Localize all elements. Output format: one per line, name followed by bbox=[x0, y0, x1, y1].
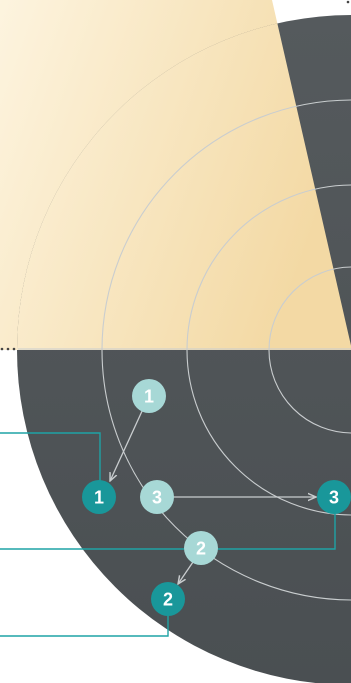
top-dot bbox=[346, 0, 350, 4]
marker-1-light: 1 bbox=[132, 379, 166, 413]
dot bbox=[6, 347, 10, 351]
ring-middle bbox=[186, 184, 351, 516]
leader-line-2 bbox=[0, 612, 169, 637]
marker-3-dark-label: 3 bbox=[329, 488, 339, 508]
ring-outer bbox=[101, 99, 351, 601]
leader-lines bbox=[0, 432, 336, 637]
marker-3-light-label: 3 bbox=[152, 488, 162, 508]
marker-1-dark-label: 1 bbox=[94, 488, 104, 508]
leader-line-3 bbox=[0, 508, 336, 550]
marker-1-dark: 1 bbox=[82, 480, 116, 514]
left-dots bbox=[0, 347, 16, 351]
marker-3-dark: 3 bbox=[317, 480, 351, 514]
marker-2-light: 2 bbox=[184, 531, 218, 565]
marker-1-light-label: 1 bbox=[144, 387, 154, 407]
marker-3-light: 3 bbox=[140, 480, 174, 514]
dot bbox=[12, 347, 16, 351]
arrow-2 bbox=[178, 561, 194, 584]
movement-arrows bbox=[110, 408, 316, 584]
arrow-1 bbox=[110, 408, 144, 481]
dot bbox=[0, 347, 4, 351]
marker-2-light-label: 2 bbox=[196, 539, 206, 559]
leader-line-1 bbox=[0, 432, 101, 485]
marker-2-dark-label: 2 bbox=[163, 590, 173, 610]
concentric-rings bbox=[101, 99, 351, 601]
marker-2-dark: 2 bbox=[151, 582, 185, 616]
ring-inner bbox=[268, 266, 351, 434]
